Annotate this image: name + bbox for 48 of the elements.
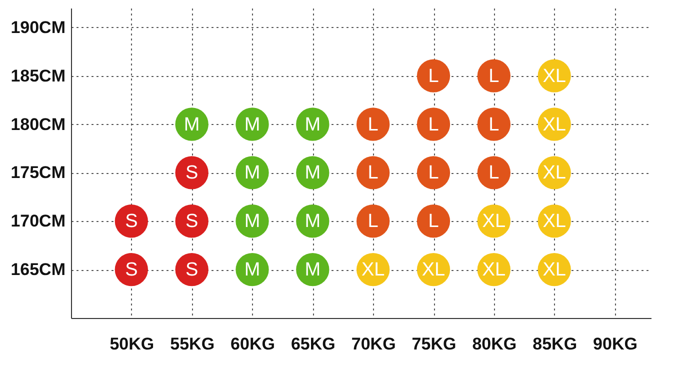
text: M bbox=[304, 211, 321, 232]
text: XL bbox=[482, 211, 506, 232]
y-tick-label: 185CM bbox=[10, 66, 66, 86]
text: L bbox=[488, 114, 500, 136]
series-label: L bbox=[428, 162, 439, 184]
text: L bbox=[368, 211, 378, 232]
x-tick-label: 65KG bbox=[290, 334, 336, 354]
text: S bbox=[185, 162, 198, 184]
y-tick-label: 170CM bbox=[10, 212, 66, 231]
text: XL bbox=[542, 66, 566, 87]
text: M bbox=[304, 162, 321, 184]
x-tick-label: 55KG bbox=[170, 334, 215, 354]
text: L bbox=[428, 114, 439, 136]
text: L bbox=[368, 114, 378, 136]
text: S bbox=[185, 211, 198, 232]
series-label: XL bbox=[542, 260, 566, 281]
text: S bbox=[125, 211, 138, 232]
text: L bbox=[488, 162, 500, 184]
text: L bbox=[368, 162, 378, 184]
x-tick-label: 85KG bbox=[532, 334, 578, 354]
text: XL bbox=[361, 260, 385, 281]
text: XL bbox=[422, 260, 446, 281]
text: L bbox=[428, 66, 439, 87]
y-tick-label: 190CM bbox=[10, 18, 66, 37]
series-label: M bbox=[244, 114, 260, 136]
text: M bbox=[304, 114, 321, 136]
text: XL bbox=[482, 260, 506, 281]
y-tick-label: 175CM bbox=[10, 163, 66, 182]
text: XL bbox=[542, 114, 566, 136]
text: M bbox=[184, 114, 200, 136]
x-tick-label: 90KG bbox=[593, 334, 638, 354]
text: L bbox=[428, 211, 439, 232]
x-tick-label: 50KG bbox=[110, 334, 154, 354]
series-label: S bbox=[125, 260, 138, 281]
text: M bbox=[244, 260, 260, 281]
text: XL bbox=[542, 211, 566, 232]
text: M bbox=[304, 260, 321, 281]
x-tick-label: 80KG bbox=[472, 334, 517, 354]
x-tick-label: 70KG bbox=[351, 334, 396, 354]
text: S bbox=[185, 260, 198, 281]
y-tick-label: 165CM bbox=[10, 260, 66, 280]
x-tick-label: 75KG bbox=[412, 334, 456, 354]
text: M bbox=[244, 211, 260, 232]
text: M bbox=[244, 162, 260, 184]
y-tick-label: 180CM bbox=[10, 114, 66, 134]
text: XL bbox=[542, 162, 566, 184]
text: L bbox=[488, 66, 500, 87]
x-tick-label: 60KG bbox=[230, 334, 275, 354]
